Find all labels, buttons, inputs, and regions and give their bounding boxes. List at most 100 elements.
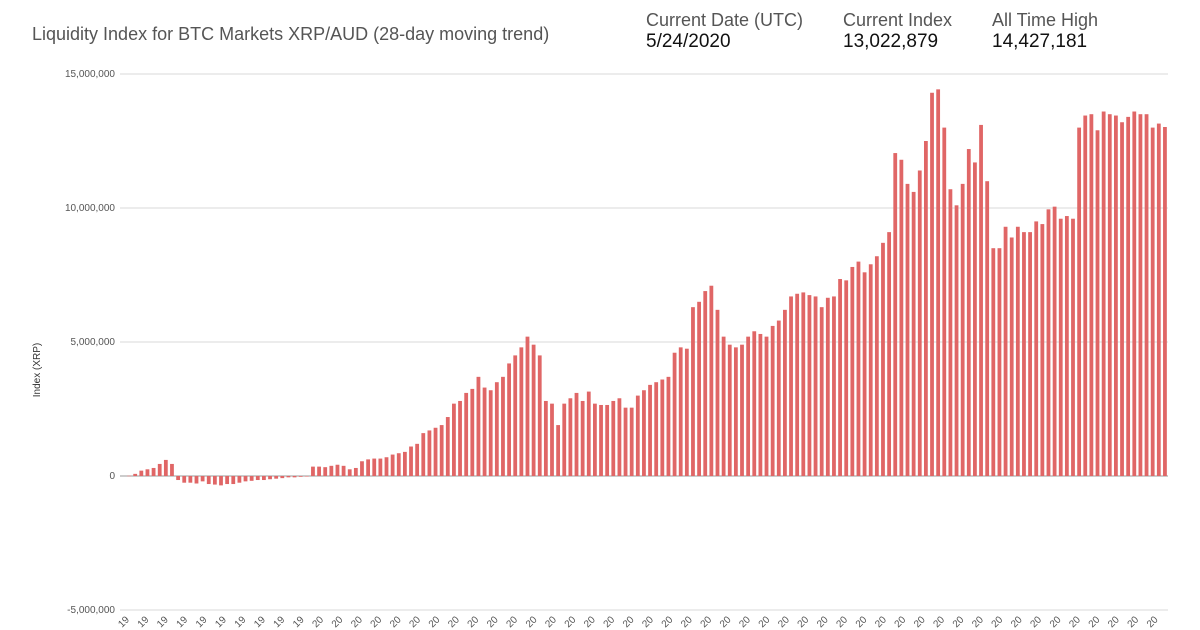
bar bbox=[654, 382, 659, 476]
bar bbox=[666, 376, 671, 476]
bar bbox=[1138, 114, 1143, 476]
x-tick-label: 19 bbox=[272, 614, 288, 630]
bar bbox=[562, 403, 567, 476]
bar bbox=[856, 261, 861, 476]
bar bbox=[262, 476, 266, 481]
bar bbox=[353, 467, 358, 476]
bar bbox=[727, 344, 732, 476]
x-tick-label: 20 bbox=[427, 614, 443, 630]
current-date-stat: Current Date (UTC) 5/24/2020 bbox=[646, 9, 803, 53]
y-tick-label: 15,000,000 bbox=[65, 69, 115, 80]
bar bbox=[568, 398, 573, 476]
bar bbox=[905, 183, 910, 476]
bar bbox=[286, 476, 291, 478]
bar bbox=[212, 476, 217, 485]
bar bbox=[672, 352, 677, 476]
bar bbox=[789, 296, 793, 476]
y-axis-ticks: 15,000,000 10,000,000 5,000,000 0 -5,000,000 bbox=[65, 69, 116, 616]
bar bbox=[1089, 114, 1094, 476]
current-index-stat: Current Index 13,022,879 bbox=[843, 9, 952, 53]
bar bbox=[599, 404, 603, 476]
x-tick-label: 20 bbox=[854, 614, 870, 630]
x-tick-label: 20 bbox=[349, 614, 365, 630]
bar bbox=[433, 427, 438, 476]
x-tick-label: 20 bbox=[582, 614, 598, 630]
bar bbox=[402, 451, 407, 476]
x-tick-label: 20 bbox=[1067, 614, 1083, 630]
x-tick-label: 20 bbox=[621, 614, 637, 630]
bar bbox=[868, 264, 873, 476]
bar bbox=[911, 191, 916, 477]
bar bbox=[255, 476, 260, 481]
x-tick-label: 20 bbox=[466, 614, 482, 630]
bar bbox=[648, 384, 652, 476]
bar bbox=[746, 336, 751, 476]
bar bbox=[194, 476, 199, 484]
y-tick-label: 5,000,000 bbox=[71, 337, 116, 348]
y-tick-label: -5,000,000 bbox=[67, 605, 115, 616]
bar bbox=[127, 475, 131, 477]
x-tick-label: 20 bbox=[369, 614, 385, 630]
bar bbox=[635, 395, 640, 476]
bar bbox=[439, 425, 444, 476]
bar bbox=[1101, 111, 1106, 477]
x-tick-label: 20 bbox=[524, 614, 540, 630]
x-tick-label: 20 bbox=[834, 614, 850, 630]
bar bbox=[556, 425, 561, 476]
x-tick-label: 20 bbox=[815, 614, 831, 630]
bar bbox=[881, 242, 885, 476]
bar bbox=[593, 403, 597, 476]
bar bbox=[427, 430, 432, 476]
x-tick-label: 20 bbox=[310, 614, 326, 630]
bar bbox=[776, 320, 781, 476]
bar bbox=[1064, 216, 1069, 477]
bar bbox=[813, 296, 818, 476]
current-date-label: Current Date (UTC) bbox=[646, 10, 804, 30]
bar bbox=[997, 248, 1002, 476]
bar bbox=[372, 458, 377, 476]
bar bbox=[360, 461, 364, 476]
x-tick-label: 20 bbox=[718, 614, 734, 630]
x-tick-label: 19 bbox=[155, 614, 171, 630]
bar bbox=[1022, 232, 1026, 476]
bar bbox=[684, 348, 689, 476]
bar bbox=[384, 457, 389, 476]
bar bbox=[249, 476, 254, 481]
bar bbox=[770, 325, 775, 476]
current-index-value: 13,022,879 bbox=[843, 31, 939, 52]
x-tick-label: 19 bbox=[213, 614, 229, 630]
bar bbox=[329, 465, 334, 476]
bar bbox=[390, 454, 395, 476]
bar bbox=[678, 347, 683, 476]
bar bbox=[298, 476, 303, 477]
bar bbox=[874, 256, 879, 476]
bar bbox=[231, 476, 236, 485]
bar bbox=[1052, 206, 1057, 476]
bar bbox=[537, 355, 542, 476]
bar bbox=[458, 400, 462, 476]
x-tick-label: 20 bbox=[796, 614, 812, 630]
bar bbox=[1107, 114, 1112, 476]
bar bbox=[1163, 126, 1167, 477]
bar bbox=[237, 476, 242, 483]
bar bbox=[1083, 115, 1088, 476]
bar bbox=[629, 407, 634, 476]
bar bbox=[145, 469, 150, 476]
bar bbox=[421, 433, 426, 476]
x-tick-label: 20 bbox=[485, 614, 501, 630]
y-tick-label: 10,000,000 bbox=[65, 203, 115, 214]
bar bbox=[899, 159, 904, 476]
x-tick-label: 20 bbox=[660, 614, 676, 630]
bar bbox=[219, 476, 223, 486]
bar bbox=[188, 476, 193, 483]
bar bbox=[464, 392, 469, 476]
bar bbox=[850, 266, 855, 476]
bar bbox=[960, 183, 965, 476]
bar bbox=[703, 291, 708, 476]
x-axis-ticks: 19 19 19 19 19 19 19 19 19 19 20 20 20 20 20 20 20 20 20 20… bbox=[116, 614, 1161, 630]
bar bbox=[966, 149, 971, 477]
x-tick-label: 20 bbox=[1028, 614, 1044, 630]
bar bbox=[844, 280, 849, 476]
chart-title: Liquidity Index for BTC Markets XRP/AUD … bbox=[32, 24, 550, 44]
bars bbox=[127, 89, 1167, 486]
